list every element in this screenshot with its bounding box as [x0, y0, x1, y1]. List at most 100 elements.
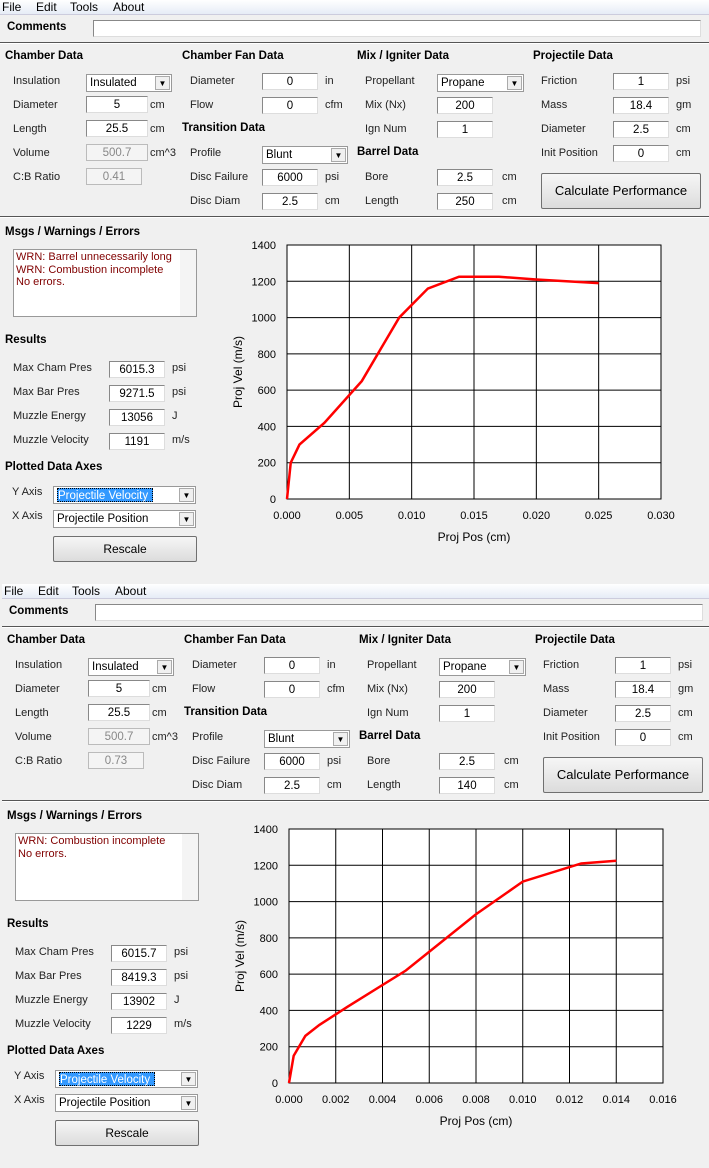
label-proj-friction: Friction	[541, 75, 577, 87]
cb-ratio-field: 0.73	[88, 752, 144, 769]
label-ign-num: Ign Num	[367, 707, 409, 719]
msgs-heading: Msgs / Warnings / Errors	[5, 226, 140, 238]
menu-edit[interactable]: Edit	[36, 0, 57, 14]
bore-input[interactable]: 2.5	[437, 169, 493, 186]
chevron-down-icon[interactable]: ▼	[157, 660, 172, 674]
max_bar_pres-field[interactable]: 8419.3	[111, 969, 167, 986]
x-axis-select[interactable]: Projectile Position▼	[53, 510, 196, 528]
calculate-performance-button[interactable]: Calculate Performance	[541, 173, 701, 209]
x-axis-select[interactable]: Projectile Position▼	[55, 1094, 198, 1112]
profile-select[interactable]: Blunt▼	[264, 730, 350, 748]
menu-about[interactable]: About	[115, 584, 146, 598]
unit: cm	[504, 779, 519, 791]
comments-input[interactable]	[93, 20, 701, 37]
mix-input[interactable]: 200	[439, 681, 495, 698]
projectile-mass-input[interactable]: 18.4	[613, 97, 669, 114]
fan-diameter-input[interactable]: 0	[264, 657, 320, 674]
label-fan-diameter: Diameter	[190, 75, 235, 87]
projectile-friction-input[interactable]: 1	[613, 73, 669, 90]
chevron-down-icon[interactable]: ▼	[155, 76, 170, 90]
propellant-select[interactable]: Propane▼	[439, 658, 526, 676]
rescale-button[interactable]: Rescale	[55, 1120, 199, 1146]
disc-failure-input[interactable]: 6000	[262, 169, 318, 186]
chamber-length-input[interactable]: 25.5	[88, 704, 150, 721]
chevron-down-icon[interactable]: ▼	[179, 488, 194, 502]
chamber-diameter-input[interactable]: 5	[86, 96, 148, 113]
menu-about[interactable]: About	[113, 0, 144, 14]
chevron-down-icon[interactable]: ▼	[181, 1072, 196, 1086]
comments-input[interactable]	[95, 604, 703, 621]
unit: cm^3	[150, 147, 176, 159]
divider	[0, 42, 709, 44]
disc-failure-input[interactable]: 6000	[264, 753, 320, 770]
ign-num-input[interactable]: 1	[437, 121, 493, 138]
muzzle_velocity-field[interactable]: 1229	[111, 1017, 167, 1034]
max_cham_pres-field[interactable]: 6015.3	[109, 361, 165, 378]
label-flow: Flow	[192, 683, 215, 695]
projectile-init_position-input[interactable]: 0	[615, 729, 671, 746]
fan-flow-input[interactable]: 0	[262, 97, 318, 114]
label-cb_ratio: C:B Ratio	[15, 755, 62, 767]
chevron-down-icon[interactable]: ▼	[507, 76, 522, 90]
propellant-select[interactable]: Propane▼	[437, 74, 524, 92]
unit: cm	[152, 707, 167, 719]
label-proj-mass: Mass	[543, 683, 569, 695]
mix-input[interactable]: 200	[437, 97, 493, 114]
max_bar_pres-field[interactable]: 9271.5	[109, 385, 165, 402]
chamber-length-input[interactable]: 25.5	[86, 120, 148, 137]
scrollbar[interactable]	[180, 250, 196, 316]
x-tick-label: 0.016	[649, 1094, 677, 1106]
projectile-diameter-input[interactable]: 2.5	[615, 705, 671, 722]
projectile-init_position-input[interactable]: 0	[613, 145, 669, 162]
menu-file[interactable]: File	[2, 0, 21, 14]
chamber-diameter-input[interactable]: 5	[88, 680, 150, 697]
unit: cm	[676, 123, 691, 135]
y-axis-select[interactable]: Projectile Velocity ▼	[53, 486, 196, 504]
projectile-friction-input[interactable]: 1	[615, 657, 671, 674]
menu-tools[interactable]: Tools	[72, 584, 100, 598]
disc-diam-input[interactable]: 2.5	[264, 777, 320, 794]
insulation-select[interactable]: Insulated▼	[86, 74, 172, 92]
ign-num-input[interactable]: 1	[439, 705, 495, 722]
unit: gm	[676, 99, 691, 111]
fan-flow-input[interactable]: 0	[264, 681, 320, 698]
scrollbar[interactable]	[182, 834, 198, 900]
plot-area	[287, 245, 661, 499]
label-disc-failure: Disc Failure	[192, 755, 250, 767]
menu-tools[interactable]: Tools	[70, 0, 98, 14]
chevron-down-icon[interactable]: ▼	[509, 660, 524, 674]
unit: cm	[152, 683, 167, 695]
projectile-diameter-input[interactable]: 2.5	[613, 121, 669, 138]
bore-input[interactable]: 2.5	[439, 753, 495, 770]
fan-diameter-input[interactable]: 0	[262, 73, 318, 90]
y-tick-label: 1000	[254, 897, 278, 909]
muzzle_energy-field[interactable]: 13902	[111, 993, 167, 1010]
calculate-performance-button[interactable]: Calculate Performance	[543, 757, 703, 793]
chevron-down-icon[interactable]: ▼	[181, 1096, 196, 1110]
profile-select[interactable]: Blunt▼	[262, 146, 348, 164]
barrel-length-input[interactable]: 140	[439, 777, 495, 794]
menu-edit[interactable]: Edit	[38, 584, 59, 598]
label-max_cham_pres: Max Cham Pres	[15, 946, 94, 958]
plot-area	[289, 829, 663, 1083]
max_cham_pres-field[interactable]: 6015.7	[111, 945, 167, 962]
y-axis-select[interactable]: Projectile Velocity▼	[55, 1070, 198, 1088]
y-axis-select-value: Projectile Velocity	[57, 488, 153, 502]
comments-label: Comments	[7, 21, 66, 33]
barrel-length-input[interactable]: 250	[437, 193, 493, 210]
message-line: WRN: Barrel unnecessarily long	[16, 251, 194, 264]
insulation-select[interactable]: Insulated▼	[88, 658, 174, 676]
chevron-down-icon[interactable]: ▼	[179, 512, 194, 526]
muzzle_velocity-field[interactable]: 1191	[109, 433, 165, 450]
rescale-button[interactable]: Rescale	[53, 536, 197, 562]
menu-file[interactable]: File	[4, 584, 23, 598]
projectile-mass-input[interactable]: 18.4	[615, 681, 671, 698]
series-line	[287, 277, 599, 499]
muzzle_energy-field[interactable]: 13056	[109, 409, 165, 426]
chevron-down-icon[interactable]: ▼	[333, 732, 348, 746]
chevron-down-icon[interactable]: ▼	[331, 148, 346, 162]
disc-diam-input[interactable]: 2.5	[262, 193, 318, 210]
